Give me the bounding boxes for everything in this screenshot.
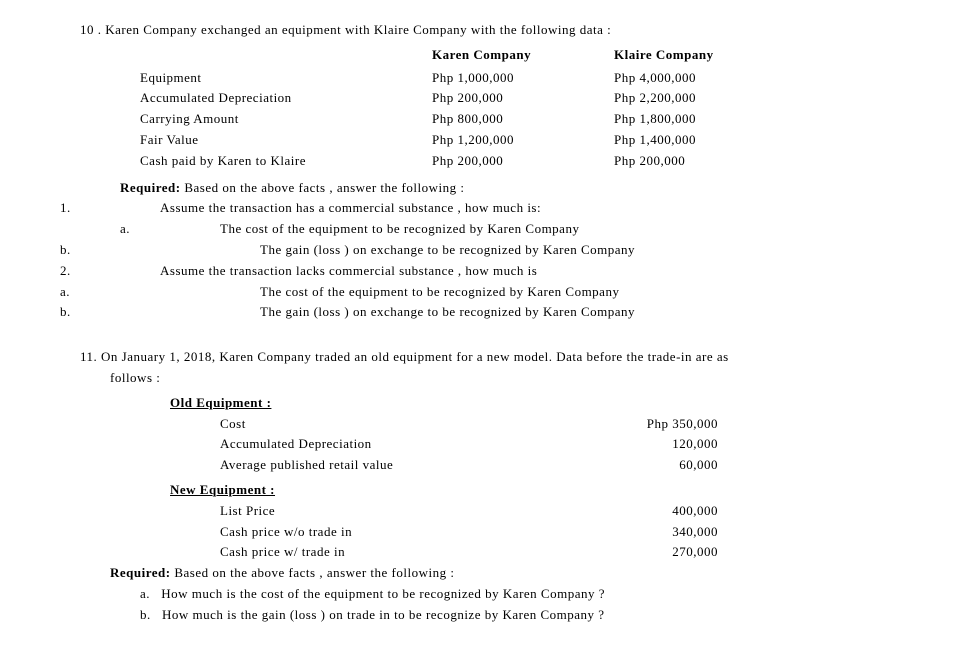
p11-intro: 11. On January 1, 2018, Karen Company tr…: [80, 347, 922, 368]
p11-old0-label: Cost: [170, 414, 608, 435]
p11-required-line: Required: Based on the above facts , ans…: [110, 563, 922, 584]
table-row: List Price 400,000: [170, 501, 726, 522]
p10-row3-c1: Php 1,200,000: [432, 130, 614, 151]
p10-header-blank: [140, 45, 432, 68]
p10-row1-label: Accumulated Depreciation: [140, 88, 432, 109]
p10-q2-marker: 2.: [60, 261, 120, 282]
p10-q2a-text: The cost of the equipment to be recogniz…: [120, 282, 922, 303]
p11-required-text: Based on the above facts , answer the fo…: [171, 565, 455, 580]
table-row: Cash price w/o trade in 340,000: [170, 522, 726, 543]
p10-row0-c2: Php 4,000,000: [614, 68, 796, 89]
p10-required-text: Based on the above facts , answer the fo…: [181, 180, 465, 195]
p10-q1-text: Assume the transaction has a commercial …: [120, 198, 922, 219]
p11-qa-row: a. How much is the cost of the equipment…: [140, 584, 922, 605]
p10-row2-c2: Php 1,800,000: [614, 109, 796, 130]
p11-new0-val: 400,000: [608, 501, 726, 522]
p11-qb-text: How much is the gain (loss ) on trade in…: [162, 607, 605, 622]
p10-q1b-marker: b.: [60, 240, 120, 261]
p10-row4-c2: Php 200,000: [614, 151, 796, 172]
p11-old0-val: Php 350,000: [608, 414, 726, 435]
table-row: Cost Php 350,000: [170, 414, 726, 435]
p11-new-table: List Price 400,000 Cash price w/o trade …: [170, 501, 726, 563]
p11-new0-label: List Price: [170, 501, 608, 522]
p11-required-label: Required:: [110, 565, 171, 580]
p11-old2-label: Average published retail value: [170, 455, 608, 476]
p10-q2a-row: a. The cost of the equipment to be recog…: [60, 282, 922, 303]
p10-q2a-marker: a.: [60, 282, 120, 303]
p11-new1-val: 340,000: [608, 522, 726, 543]
p11-qa-text: How much is the cost of the equipment to…: [161, 586, 605, 601]
p10-row4-label: Cash paid by Karen to Klaire: [140, 151, 432, 172]
p11-qb-marker: b.: [140, 607, 151, 622]
p11-new-heading: New Equipment :: [170, 480, 922, 501]
p10-q1b-text: The gain (loss ) on exchange to be recog…: [120, 240, 922, 261]
table-row: Equipment Php 1,000,000 Php 4,000,000: [140, 68, 796, 89]
p10-q2-row: 2. Assume the transaction lacks commerci…: [60, 261, 922, 282]
p10-q1a-row: a. The cost of the equipment to be recog…: [60, 219, 922, 240]
p10-q2-text: Assume the transaction lacks commercial …: [120, 261, 922, 282]
p10-data-table: Karen Company Klaire Company Equipment P…: [140, 45, 796, 172]
p11-old-heading: Old Equipment :: [170, 393, 922, 414]
p10-row2-label: Carrying Amount: [140, 109, 432, 130]
p11-new2-val: 270,000: [608, 542, 726, 563]
p11-old-table: Cost Php 350,000 Accumulated Depreciatio…: [170, 414, 726, 476]
table-row: Accumulated Depreciation 120,000: [170, 434, 726, 455]
table-row: Average published retail value 60,000: [170, 455, 726, 476]
p10-header-row: Karen Company Klaire Company: [140, 45, 796, 68]
p10-row3-c2: Php 1,400,000: [614, 130, 796, 151]
p10-q2b-marker: b.: [60, 302, 120, 323]
table-row: Cash paid by Karen to Klaire Php 200,000…: [140, 151, 796, 172]
p11-qb-row: b. How much is the gain (loss ) on trade…: [140, 605, 922, 626]
p10-required-label: Required:: [120, 180, 181, 195]
p10-row3-label: Fair Value: [140, 130, 432, 151]
p10-q1-row: 1. Assume the transaction has a commerci…: [60, 198, 922, 219]
p10-q2b-row: b. The gain (loss ) on exchange to be re…: [60, 302, 922, 323]
p10-q1a-marker: a.: [60, 219, 140, 240]
p11-old2-val: 60,000: [608, 455, 726, 476]
p10-row0-c1: Php 1,000,000: [432, 68, 614, 89]
table-row: Fair Value Php 1,200,000 Php 1,400,000: [140, 130, 796, 151]
p10-q1b-row: b. The gain (loss ) on exchange to be re…: [60, 240, 922, 261]
p10-row1-c2: Php 2,200,000: [614, 88, 796, 109]
table-row: Cash price w/ trade in 270,000: [170, 542, 726, 563]
p10-header-c2: Klaire Company: [614, 45, 796, 68]
p10-table-wrap: Karen Company Klaire Company Equipment P…: [140, 45, 922, 172]
p11-follows: follows :: [110, 368, 922, 389]
p11-old1-label: Accumulated Depreciation: [170, 434, 608, 455]
p11-qa-marker: a.: [140, 586, 150, 601]
p11-old1-val: 120,000: [608, 434, 726, 455]
table-row: Carrying Amount Php 800,000 Php 1,800,00…: [140, 109, 796, 130]
table-row: Accumulated Depreciation Php 200,000 Php…: [140, 88, 796, 109]
p10-q2b-text: The gain (loss ) on exchange to be recog…: [120, 302, 922, 323]
p11-new1-label: Cash price w/o trade in: [170, 522, 608, 543]
p10-row2-c1: Php 800,000: [432, 109, 614, 130]
p10-row1-c1: Php 200,000: [432, 88, 614, 109]
p10-q1-marker: 1.: [60, 198, 120, 219]
p10-intro: 10 . Karen Company exchanged an equipmen…: [80, 20, 922, 41]
p10-row0-label: Equipment: [140, 68, 432, 89]
p10-header-c1: Karen Company: [432, 45, 614, 68]
p11-new2-label: Cash price w/ trade in: [170, 542, 608, 563]
p10-q1a-text: The cost of the equipment to be recogniz…: [140, 219, 922, 240]
p10-row4-c1: Php 200,000: [432, 151, 614, 172]
p10-required-line: Required: Based on the above facts , ans…: [120, 178, 922, 199]
p11-table-wrap: Old Equipment : Cost Php 350,000 Accumul…: [170, 393, 922, 563]
